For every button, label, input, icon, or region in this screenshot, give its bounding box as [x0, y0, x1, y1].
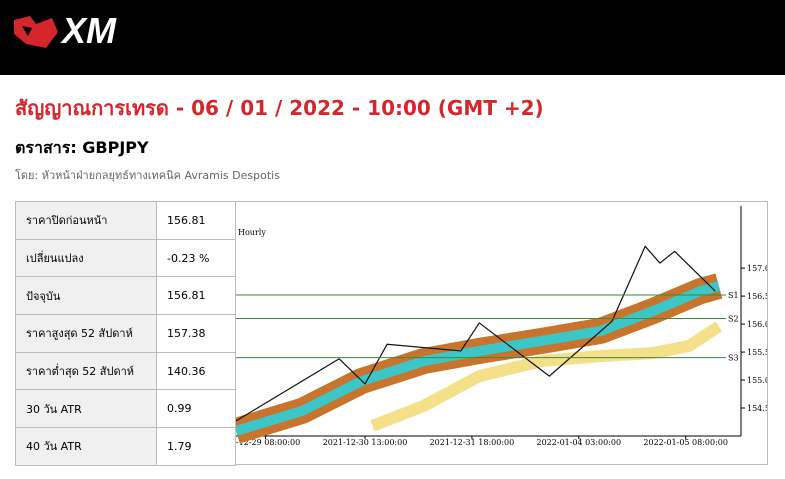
- series-line: [370, 321, 723, 432]
- table-row: ปัจจุบัน 156.81: [15, 276, 236, 316]
- title: สัญญาณการเทรด - 06 / 01 / 2022 - 10:00 (…: [15, 96, 544, 120]
- logo-icon: [14, 16, 58, 48]
- table-cell: 157.38: [156, 314, 236, 353]
- support-label: S3: [728, 354, 739, 363]
- y-tick-label: 157.00: [747, 264, 768, 273]
- table-cell: 156.81: [156, 201, 236, 240]
- table-row: 30 วัน ATR 0.99: [15, 389, 236, 429]
- table-cell: 1.79: [156, 427, 236, 466]
- series-line: [236, 245, 716, 422]
- table-cell: 156.81: [156, 276, 236, 316]
- support-label: S2: [728, 314, 739, 323]
- table-cell: 0.99: [156, 389, 236, 429]
- y-tick-label: 156.50: [747, 292, 768, 301]
- table-row: เปลี่ยนแปลง -0.23 %: [15, 238, 236, 278]
- table-cell: ปัจจุบัน: [15, 276, 157, 316]
- y-tick-label: 155.00: [747, 376, 768, 385]
- table-cell: 140.36: [156, 351, 236, 391]
- author: โดย: หัวหน้าฝ่ายกลยุทธ์ทางเทคนิค Avramis…: [15, 169, 280, 182]
- table-cell: -0.23 %: [156, 238, 236, 278]
- x-tick-label: 2021-12-31 18:00:00: [430, 438, 515, 447]
- info-table: ราคาปิดก่อนหน้า 156.81 เปลี่ยนแปลง -0.23 % ป…: [15, 201, 236, 466]
- chart-title: Hourly: [238, 228, 266, 237]
- table-row: 40 วัน ATR 1.79: [15, 427, 236, 466]
- table-cell: ราคาสูงสุด 52 สัปดาห์: [15, 314, 157, 353]
- x-tick-label: 2022-01-04 03:00:00: [537, 438, 622, 447]
- table-cell: ราคาปิดก่อนหน้า: [15, 201, 157, 240]
- table-row: ราคาปิดก่อนหน้า 156.81: [15, 201, 236, 240]
- table-row: ราคาต่ำสุด 52 สัปดาห์ 140.36: [15, 351, 236, 391]
- instrument: ตราสาร: GBPJPY: [15, 138, 149, 157]
- table-cell: 30 วัน ATR: [15, 389, 157, 429]
- table-cell: 40 วัน ATR: [15, 427, 157, 466]
- support-label: S1: [728, 291, 739, 300]
- x-tick-label: 2022-01-05 08:00:00: [643, 438, 728, 447]
- series-line: [236, 281, 721, 436]
- y-tick-label: 156.00: [747, 320, 768, 329]
- header: XM: [0, 0, 785, 75]
- y-tick-label: 155.50: [747, 348, 768, 357]
- y-tick-label: 154.50: [747, 404, 768, 413]
- table-cell: เปลี่ยนแปลง: [15, 238, 157, 278]
- chart: Hourly 154.50 155.00 155.50 156.00 156.50 157…: [235, 201, 768, 465]
- table-row: ราคาสูงสุด 52 สัปดาห์ 157.38: [15, 314, 236, 353]
- logo: XM: [62, 10, 116, 51]
- x-tick-label: 1-12-29 08:00:00: [235, 438, 300, 447]
- x-tick-label: 2021-12-30 13:00:00: [323, 438, 408, 447]
- table-cell: ราคาต่ำสุด 52 สัปดาห์: [15, 351, 157, 391]
